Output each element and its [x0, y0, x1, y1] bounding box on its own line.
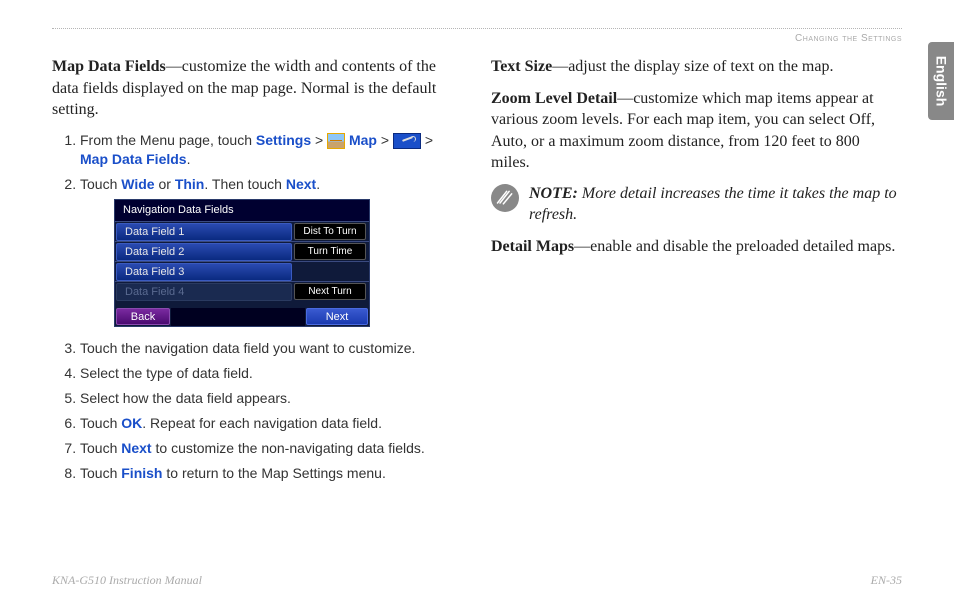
step-text: to customize the non-navigating data fie…: [152, 440, 425, 456]
desc-detail-maps: —enable and disable the preloaded detail…: [574, 238, 895, 255]
note-label: NOTE:: [529, 185, 578, 202]
note-row: NOTE: More detail increases the time it …: [491, 184, 902, 226]
step-8: Touch Finish to return to the Map Settin…: [80, 464, 463, 483]
map-icon: [327, 133, 345, 149]
step-text: . Repeat for each navigation data field.: [142, 415, 382, 431]
link-thin: Thin: [175, 176, 205, 192]
term-detail-maps: Detail Maps: [491, 238, 574, 255]
ui-title: Navigation Data Fields: [115, 200, 369, 221]
map-data-fields-para: Map Data Fields—customize the width and …: [52, 56, 463, 121]
note-body: More detail increases the time it takes …: [529, 185, 897, 223]
ui-row: Data Field 1 Dist To Turn: [115, 221, 369, 241]
step-text: .: [187, 151, 191, 167]
step-text: >: [311, 132, 327, 148]
step-2: Touch Wide or Thin. Then touch Next. Nav…: [80, 175, 463, 328]
term-map-data-fields: Map Data Fields: [52, 58, 166, 75]
link-next: Next: [121, 440, 151, 456]
step-text: Touch: [80, 176, 121, 192]
link-ok: OK: [121, 415, 142, 431]
link-wide: Wide: [121, 176, 154, 192]
running-head: Changing the Settings: [52, 33, 902, 44]
ui-row: Data Field 3: [115, 261, 369, 281]
step-text: >: [377, 132, 393, 148]
link-settings: Settings: [256, 132, 311, 148]
ui-field-value: Turn Time: [294, 243, 366, 260]
step-text: . Then touch: [204, 176, 285, 192]
ui-field-button[interactable]: Data Field 1: [116, 223, 292, 241]
steps-list: From the Menu page, touch Settings > Map…: [52, 131, 463, 483]
step-7: Touch Next to customize the non-navigati…: [80, 439, 463, 458]
content-columns: Map Data Fields—customize the width and …: [52, 56, 902, 489]
footer: KNA-G510 Instruction Manual EN-35: [52, 573, 902, 588]
step-text: to return to the Map Settings menu.: [162, 465, 385, 481]
wrench-icon: [393, 133, 421, 149]
step-text: Touch: [80, 465, 121, 481]
ui-field-button[interactable]: Data Field 2: [116, 243, 292, 261]
step-3: Touch the navigation data field you want…: [80, 339, 463, 358]
footer-page: EN-35: [871, 573, 902, 588]
step-text: Touch: [80, 440, 121, 456]
term-text-size: Text Size: [491, 58, 552, 75]
link-next: Next: [286, 176, 316, 192]
right-column: Text Size—adjust the display size of tex…: [491, 56, 902, 489]
ui-field-button-disabled: Data Field 4: [116, 283, 292, 301]
ui-back-button[interactable]: Back: [116, 308, 170, 325]
step-text: >: [421, 132, 433, 148]
desc-text-size: —adjust the display size of text on the …: [552, 58, 833, 75]
note-icon: [491, 184, 519, 212]
link-map: Map: [345, 132, 377, 148]
nav-data-fields-screenshot: Navigation Data Fields Data Field 1 Dist…: [114, 199, 370, 327]
ui-field-button[interactable]: Data Field 3: [116, 263, 292, 281]
step-5: Select how the data field appears.: [80, 389, 463, 408]
left-column: Map Data Fields—customize the width and …: [52, 56, 463, 489]
link-map-data-fields: Map Data Fields: [80, 151, 187, 167]
ui-footer: Back Next: [115, 308, 369, 326]
ui-spacer: [171, 308, 305, 326]
ui-field-value: [294, 263, 366, 280]
text-size-para: Text Size—adjust the display size of tex…: [491, 56, 902, 78]
language-label: English: [933, 56, 949, 107]
step-6: Touch OK. Repeat for each navigation dat…: [80, 414, 463, 433]
term-zoom-level: Zoom Level Detail: [491, 90, 617, 107]
ui-field-value: Dist To Turn: [294, 223, 366, 240]
ui-next-button[interactable]: Next: [306, 308, 368, 325]
ui-row: Data Field 2 Turn Time: [115, 241, 369, 261]
step-text: From the Menu page, touch: [80, 132, 256, 148]
link-finish: Finish: [121, 465, 162, 481]
step-text: .: [316, 176, 320, 192]
header-rule: [52, 28, 902, 29]
step-4: Select the type of data field.: [80, 364, 463, 383]
step-text: Touch: [80, 415, 121, 431]
zoom-level-para: Zoom Level Detail—customize which map it…: [491, 88, 902, 174]
step-1: From the Menu page, touch Settings > Map…: [80, 131, 463, 169]
footer-manual: KNA-G510 Instruction Manual: [52, 573, 202, 588]
page: Changing the Settings English Map Data F…: [0, 0, 954, 608]
step-text: or: [155, 176, 175, 192]
ui-field-value: Next Turn: [294, 283, 366, 300]
note-text: NOTE: More detail increases the time it …: [529, 184, 902, 226]
language-tab: English: [928, 42, 954, 120]
ui-row: Data Field 4 Next Turn: [115, 281, 369, 301]
detail-maps-para: Detail Maps—enable and disable the prelo…: [491, 236, 902, 258]
